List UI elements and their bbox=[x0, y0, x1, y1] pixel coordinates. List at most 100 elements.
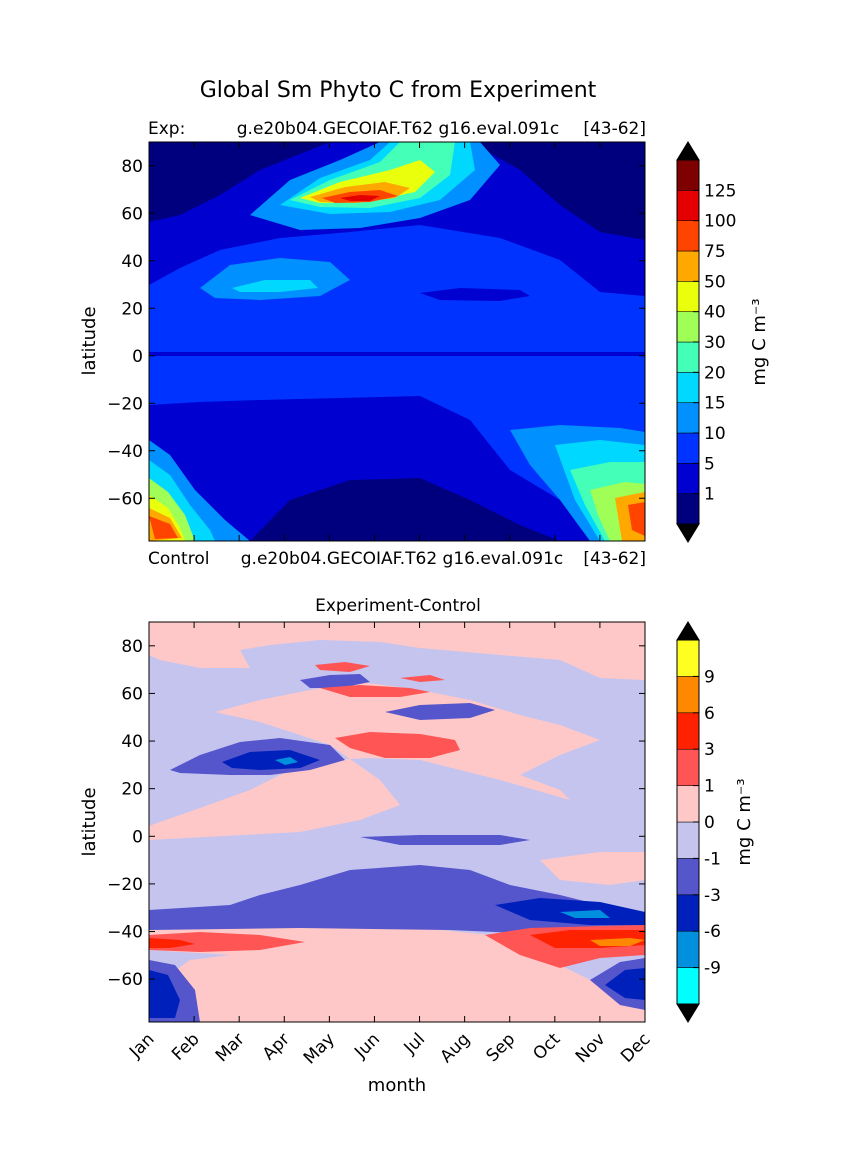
bottom-colorbar-tick-label: 1 bbox=[704, 777, 715, 797]
top-band-south-low bbox=[149, 396, 645, 541]
top-title-left: Exp: bbox=[148, 119, 185, 139]
bottom-red-south-left bbox=[149, 932, 305, 952]
bottom-x-tick-label: May bbox=[300, 1029, 339, 1068]
bottom-pos-north bbox=[149, 622, 645, 680]
top-colorbar-tick-label: 50 bbox=[704, 272, 726, 292]
bottom-colorbar-swatch bbox=[676, 894, 700, 932]
bottom-x-tick-label: Jun bbox=[350, 1029, 384, 1063]
top-plot-area bbox=[148, 141, 646, 542]
top-colorbar-swatch bbox=[676, 190, 700, 221]
bottom-red-south-right-6 bbox=[590, 938, 645, 946]
bottom-y-tick-label: −20 bbox=[107, 875, 143, 895]
bottom-red-south-left-3 bbox=[149, 938, 195, 948]
bottom-plot-frame bbox=[148, 621, 646, 1023]
top-colorbar-tick-label: 100 bbox=[704, 212, 736, 232]
top-bloom-south-left-100 bbox=[149, 516, 178, 539]
bottom-red-north-2 bbox=[320, 685, 430, 697]
top-y-tick-label: 0 bbox=[132, 347, 143, 367]
bottom-x-tick-label: Dec bbox=[617, 1029, 654, 1066]
bottom-colorbar-label: mg C m⁻³ bbox=[734, 778, 755, 865]
top-panel: Exp: g.e20b04.GECOIAF.T62 g16.eval.091c … bbox=[79, 119, 770, 543]
top-colorbar-tick-label: 30 bbox=[704, 333, 726, 353]
top-colorbar-label: mg C m⁻³ bbox=[749, 298, 770, 385]
bottom-caption-left: Control bbox=[148, 549, 209, 569]
bottom-caption-right: [43-62] bbox=[583, 549, 646, 569]
bottom-x-tick-label: Sep bbox=[482, 1029, 519, 1066]
bottom-colorbar-tick-label: 6 bbox=[704, 704, 715, 724]
bottom-neg-south-band bbox=[149, 865, 645, 935]
top-y-axis: 80 60 40 20 0 −20 −40 −60 bbox=[107, 157, 645, 509]
top-colorbar-tick-label: 40 bbox=[704, 303, 726, 323]
bottom-colorbar: -9 -6 -3 -1 0 1 3 6 9 mg C m⁻³ bbox=[676, 621, 755, 1023]
top-colorbar-swatch bbox=[676, 493, 700, 525]
top-patch-north-20 bbox=[232, 280, 318, 292]
bottom-colorbar-tick-label: 9 bbox=[704, 667, 715, 687]
bottom-neg-midnorth-3 bbox=[222, 750, 320, 770]
bottom-y-tick-label: 0 bbox=[132, 827, 143, 847]
bottom-neg-south-6 bbox=[560, 910, 610, 918]
bottom-colorbar-tick-label: -9 bbox=[704, 959, 721, 979]
bottom-pos-equator-right bbox=[540, 852, 645, 885]
bottom-y-tick-label: 40 bbox=[121, 732, 143, 752]
bottom-colorbar-swatch bbox=[676, 858, 700, 896]
top-colorbar-swatch bbox=[676, 311, 700, 343]
top-colorbar-swatch bbox=[676, 372, 700, 403]
top-title-center: g.e20b04.GECOIAF.T62 g16.eval.091c bbox=[237, 119, 559, 139]
bottom-x-tick-label: Jan bbox=[125, 1029, 158, 1062]
bottom-colorbar-swatch bbox=[676, 676, 700, 714]
top-y-axis-label: latitude bbox=[79, 306, 100, 375]
bottom-y-tick-label: 60 bbox=[121, 684, 143, 704]
top-y-tick-label: −20 bbox=[107, 394, 143, 414]
bottom-colorbar-tick-label: -1 bbox=[704, 849, 721, 869]
top-equator-band bbox=[149, 352, 645, 356]
top-colorbar-tick-label: 20 bbox=[704, 363, 726, 383]
bottom-colorbar-swatch bbox=[676, 821, 700, 859]
bottom-x-tick-label: Aug bbox=[437, 1029, 475, 1067]
bottom-neg-left-3 bbox=[149, 970, 180, 1018]
bottom-colorbar-swatch bbox=[676, 712, 700, 750]
figure-title: Global Sm Phyto C from Experiment bbox=[200, 78, 597, 103]
top-colorbar-swatch bbox=[676, 159, 700, 191]
top-colorbar-swatch bbox=[676, 281, 700, 312]
top-y-tick-label: −40 bbox=[107, 442, 143, 462]
top-colorbar-swatch bbox=[676, 341, 700, 373]
bottom-y-tick-label: 80 bbox=[121, 637, 143, 657]
top-colorbar-swatch bbox=[676, 463, 700, 494]
bottom-x-tick-label: Apr bbox=[259, 1029, 294, 1064]
bottom-x-tick-label: Jul bbox=[400, 1029, 429, 1058]
bottom-colorbar-extend-low bbox=[676, 1003, 700, 1023]
top-y-tick-label: −60 bbox=[107, 489, 143, 509]
top-band-north-lowest bbox=[149, 142, 645, 240]
top-patch-gyre-low bbox=[420, 288, 530, 301]
top-colorbar-tick-label: 5 bbox=[704, 454, 715, 474]
bottom-x-tick-label: Nov bbox=[572, 1029, 610, 1067]
top-y-tick-label: 60 bbox=[121, 204, 143, 224]
top-bloom-south-right-100 bbox=[628, 502, 645, 536]
bottom-neg-equator bbox=[360, 835, 530, 845]
top-y-tick-label: 80 bbox=[121, 157, 143, 177]
bottom-colorbar-tick-label: -6 bbox=[704, 922, 721, 942]
bottom-pos-midnorth bbox=[149, 682, 600, 840]
top-colorbar-tick-label: 125 bbox=[704, 181, 736, 201]
top-plot-frame bbox=[148, 141, 646, 542]
bottom-x-tick-label: Mar bbox=[212, 1029, 249, 1066]
bottom-red-north-1 bbox=[315, 662, 370, 672]
top-y-tick-label: 20 bbox=[121, 299, 143, 319]
bottom-colorbar-extend-high bbox=[676, 621, 700, 641]
top-colorbar-swatch bbox=[676, 402, 700, 434]
bottom-y-tick-label: −40 bbox=[107, 923, 143, 943]
bottom-panel: Control g.e20b04.GECOIAF.T62 g16.eval.09… bbox=[79, 549, 755, 1096]
bottom-x-axis-label: month bbox=[368, 1075, 426, 1096]
bottom-colorbar-swatch bbox=[676, 967, 700, 1005]
bottom-neg-north-1 bbox=[300, 674, 370, 688]
top-colorbar-swatch bbox=[676, 432, 700, 464]
bottom-plot-area bbox=[148, 621, 646, 1023]
bottom-colorbar-swatch bbox=[676, 748, 700, 786]
bottom-colorbar-tick-label: 3 bbox=[704, 740, 715, 760]
bottom-red-north-3 bbox=[400, 675, 445, 682]
bottom-neg-north-2 bbox=[385, 703, 495, 720]
bottom-title: Experiment-Control bbox=[315, 596, 481, 616]
top-band-south-lowest bbox=[250, 478, 560, 541]
top-colorbar-tick-label: 1 bbox=[704, 485, 715, 505]
